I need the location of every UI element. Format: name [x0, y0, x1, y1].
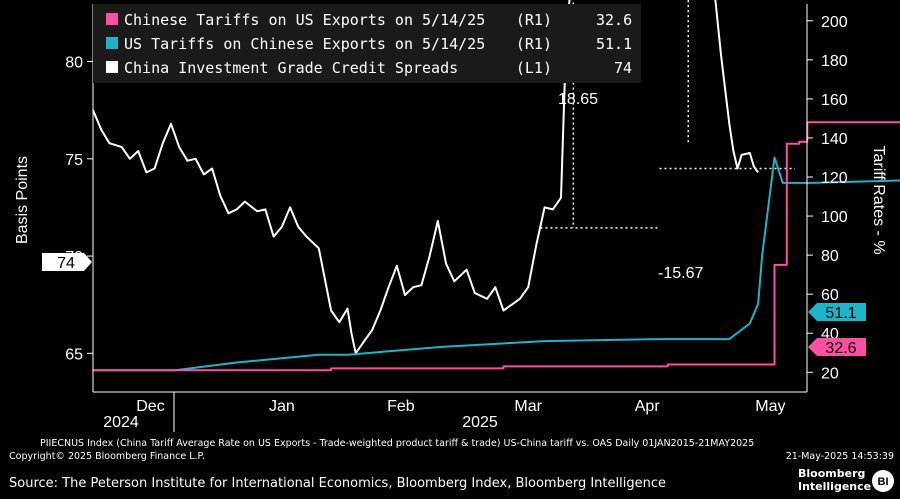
legend: Chinese Tariffs on US Exports on 5/14/25… [93, 4, 641, 83]
svg-text:51.1: 51.1 [825, 305, 856, 322]
right-tick-label: 160 [821, 92, 848, 109]
timestamp: 21-May-2025 14:53:39 [786, 451, 894, 462]
legend-swatch-teal [106, 37, 118, 49]
legend-value-teal: 51.1 [596, 35, 632, 53]
right-tick-label: 120 [821, 170, 848, 187]
right-tick-label: 200 [821, 14, 848, 31]
legend-name-white: China Investment Grade Credit Spreads [124, 59, 458, 77]
index-description: PIIECNUS Index (China Tariff Average Rat… [40, 438, 754, 449]
right-tick-label: 180 [821, 53, 848, 70]
legend-axis-white: (L1) [516, 59, 552, 77]
right-tick-label: 80 [821, 248, 839, 265]
annotation-minus-15-67: -15.67 [658, 265, 703, 282]
month-label-mar: Mar [514, 398, 542, 415]
right-tick-label: 20 [821, 365, 839, 382]
brand-bloomberg: Bloomberg [798, 467, 865, 480]
end-tag-51-1: 51.1 [808, 303, 866, 322]
right-tick-label: 140 [821, 131, 848, 148]
year-label-2025: 2025 [462, 414, 498, 431]
month-label-apr: Apr [635, 398, 661, 415]
legend-swatch-white [106, 61, 118, 73]
annotation-18-65: 18.65 [558, 91, 598, 108]
svg-text:BI: BI [878, 476, 889, 488]
month-label-feb: Feb [387, 398, 415, 415]
month-label-jan: Jan [269, 398, 295, 415]
copyright: Copyright© 2025 Bloomberg Finance L.P. [9, 451, 205, 462]
legend-value-pink: 32.6 [596, 11, 632, 29]
end-tag-74: 74 [42, 253, 92, 272]
month-label-may: May [755, 398, 785, 415]
annotation-lines [540, 0, 795, 229]
end-tag-32-6: 32.6 [808, 338, 866, 357]
left-tick-label: 65 [65, 346, 83, 363]
month-label-dec: Dec [136, 398, 164, 415]
series-line-teal [93, 156, 900, 372]
legend-value-white: 74 [614, 59, 632, 77]
left-tick-label: 80 [65, 55, 83, 72]
legend-axis-teal: (R1) [516, 35, 552, 53]
source-line: Source: The Peterson Institute for Inter… [9, 476, 666, 491]
right-tick-label: 60 [821, 287, 839, 304]
right-axis-label: Tariff Rates - % [870, 145, 887, 254]
left-tick-label: 75 [65, 152, 83, 169]
legend-swatch-pink [106, 13, 118, 25]
right-tick-label: 100 [821, 209, 848, 226]
bi-logo-icon: BI [872, 470, 894, 492]
brand-intelligence: Intelligence [798, 480, 871, 493]
month-labels: Dec Jan Feb Mar Apr May [136, 398, 785, 415]
series-line-white [92, 0, 759, 355]
left-axis-label: Basis Points [14, 156, 31, 244]
svg-text:32.6: 32.6 [825, 340, 856, 357]
legend-axis-pink: (R1) [516, 11, 552, 29]
svg-text:74: 74 [57, 255, 75, 272]
legend-name-teal: US Tariffs on Chinese Exports on 5/14/25 [124, 35, 485, 53]
legend-name-pink: Chinese Tariffs on US Exports on 5/14/25 [124, 11, 485, 29]
year-label-2024: 2024 [103, 414, 139, 431]
